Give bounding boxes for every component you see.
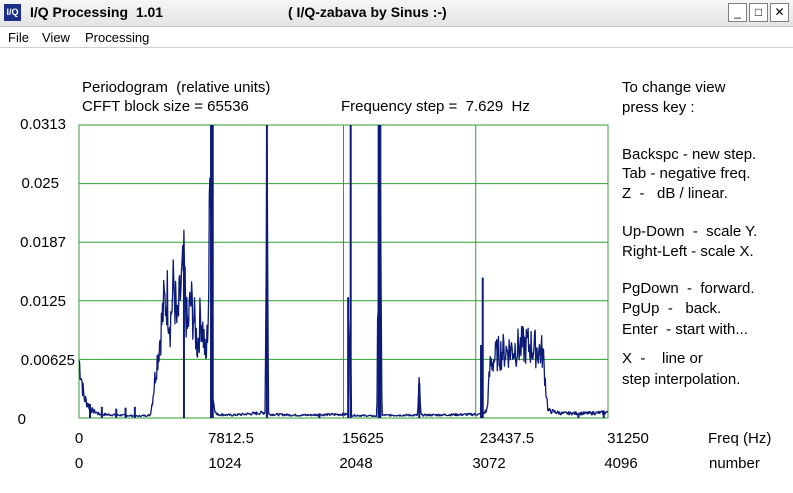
title-bar[interactable]: I/Q I/Q Processing 1.01 ( I/Q-zabava by … [0,0,793,27]
bin-tick-label: 3072 [472,455,506,472]
maximize-button[interactable]: □ [749,3,768,22]
menu-view[interactable]: View [42,30,70,45]
help-line: PgDown - forward. [622,280,755,297]
x-tick-label: 23437.5 [479,430,535,447]
y-tick-label: 0.0125 [20,293,66,310]
x-tick-label: 7812.5 [208,430,254,447]
help-line: Tab - negative freq. [622,165,751,182]
y-tick-label: 0.025 [21,175,59,192]
help-line: Enter - start with... [622,321,748,338]
x-axis-label: Freq (Hz) [708,430,772,447]
y-tick-label: 0.0187 [20,234,66,251]
help-line: X - line or [622,350,703,367]
periodogram-trace [78,125,609,418]
help-line: Up-Down - scale Y. [622,223,758,240]
bin-tick-label: 0 [74,455,84,472]
help-line: To change view [622,79,726,96]
help-line: press key : [622,99,695,116]
help-line: Right-Left - scale X. [622,243,754,260]
menu-processing[interactable]: Processing [85,30,150,45]
y-tick-label: 0.00625 [20,352,75,369]
bin-axis-label: number [709,455,760,472]
chart-title: Periodogram (relative units) [82,79,271,96]
menu-file[interactable]: File [8,30,29,45]
block-size-label: CFFT block size = 65536 [82,98,249,115]
help-line: step interpolation. [622,371,741,388]
x-tick-label: 15625 [342,430,384,447]
menu-bar: File View Processing [0,27,793,48]
x-tick-label: 0 [74,430,84,447]
help-line: Backspc - new step. [622,146,757,163]
y-tick-label: 0.0313 [20,116,66,133]
frequency-step-label: Frequency step = 7.629 Hz [341,98,530,115]
bin-tick-label: 2048 [339,455,373,472]
minimize-button[interactable]: _ [728,3,747,22]
periodogram-line [78,135,609,418]
y-tick-label: 0 [17,411,26,428]
app-icon: I/Q [4,4,21,21]
close-button[interactable]: ✕ [770,3,789,22]
bin-tick-label: 1024 [208,455,242,472]
help-line: PgUp - back. [622,300,722,317]
x-tick-label: 31250 [607,430,649,447]
help-line: Z - dB / linear. [622,185,728,202]
window-title: I/Q Processing 1.01 [30,4,164,20]
plot-grid [78,124,609,419]
window-subtitle: ( I/Q-zabava by Sinus :-) [288,4,447,20]
bin-tick-label: 4096 [604,455,638,472]
